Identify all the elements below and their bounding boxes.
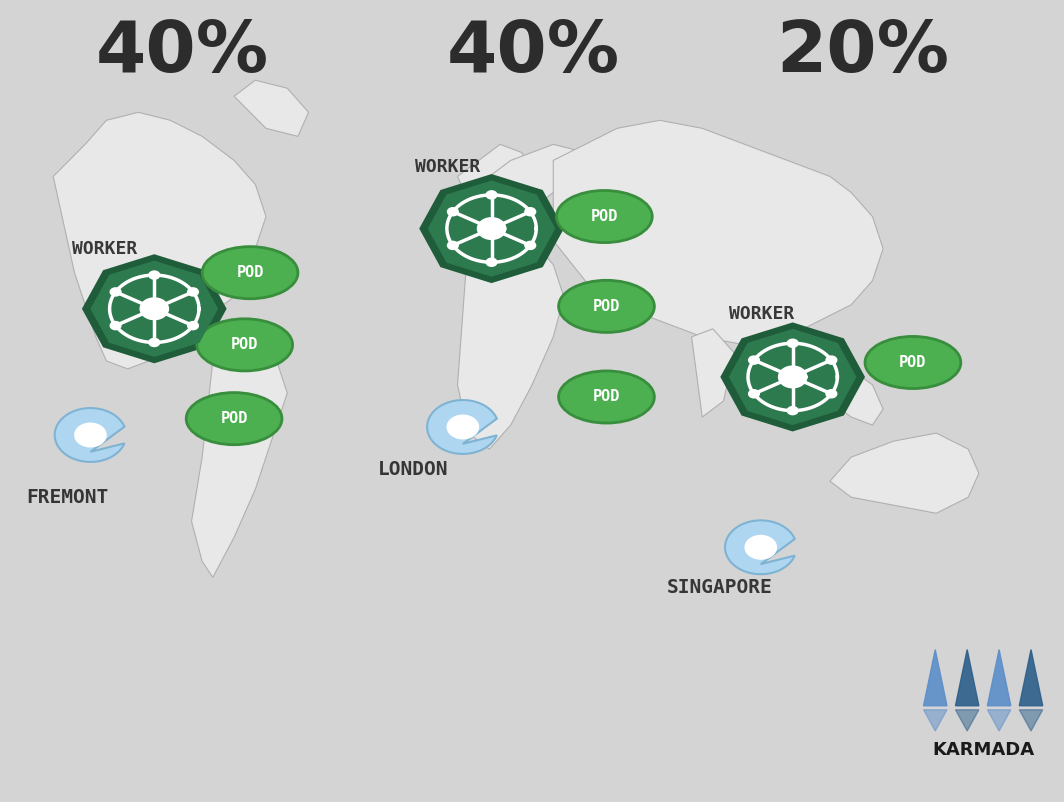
Text: POD: POD bbox=[593, 299, 620, 314]
Polygon shape bbox=[955, 650, 979, 706]
Polygon shape bbox=[428, 180, 555, 277]
Ellipse shape bbox=[559, 281, 654, 333]
Polygon shape bbox=[729, 329, 857, 425]
Text: WORKER: WORKER bbox=[415, 158, 480, 176]
Text: POD: POD bbox=[231, 338, 259, 352]
Text: POD: POD bbox=[899, 355, 927, 370]
Circle shape bbox=[149, 338, 160, 346]
Text: 40%: 40% bbox=[96, 18, 269, 87]
Text: KARMADA: KARMADA bbox=[932, 741, 1034, 759]
Polygon shape bbox=[720, 322, 865, 431]
Ellipse shape bbox=[202, 246, 298, 298]
Circle shape bbox=[749, 356, 760, 364]
Polygon shape bbox=[987, 710, 1011, 731]
Polygon shape bbox=[419, 174, 564, 283]
Circle shape bbox=[787, 339, 798, 347]
Text: POD: POD bbox=[591, 209, 618, 224]
Circle shape bbox=[187, 322, 198, 330]
Polygon shape bbox=[82, 254, 227, 363]
Circle shape bbox=[749, 390, 760, 398]
Circle shape bbox=[486, 191, 497, 199]
Circle shape bbox=[486, 258, 497, 266]
Circle shape bbox=[111, 288, 121, 296]
Polygon shape bbox=[924, 650, 947, 706]
Circle shape bbox=[525, 208, 535, 216]
Ellipse shape bbox=[559, 371, 654, 423]
Text: POD: POD bbox=[220, 411, 248, 426]
Circle shape bbox=[448, 208, 459, 216]
Polygon shape bbox=[924, 710, 947, 731]
Ellipse shape bbox=[556, 190, 652, 242]
Circle shape bbox=[448, 241, 459, 249]
Ellipse shape bbox=[197, 319, 293, 371]
Circle shape bbox=[826, 390, 836, 398]
Ellipse shape bbox=[865, 336, 961, 388]
Text: WORKER: WORKER bbox=[72, 240, 137, 257]
Circle shape bbox=[111, 322, 121, 330]
Text: WORKER: WORKER bbox=[729, 306, 794, 323]
Circle shape bbox=[447, 415, 479, 439]
Polygon shape bbox=[427, 400, 497, 454]
Text: POD: POD bbox=[593, 390, 620, 404]
Ellipse shape bbox=[186, 392, 282, 444]
Circle shape bbox=[187, 288, 198, 296]
Circle shape bbox=[787, 407, 798, 415]
Text: POD: POD bbox=[236, 265, 264, 280]
Polygon shape bbox=[90, 261, 218, 357]
Polygon shape bbox=[725, 520, 795, 574]
Text: FREMONT: FREMONT bbox=[27, 488, 109, 507]
Circle shape bbox=[826, 356, 836, 364]
Polygon shape bbox=[1019, 710, 1043, 731]
Circle shape bbox=[74, 423, 106, 447]
Polygon shape bbox=[987, 650, 1011, 706]
Text: 20%: 20% bbox=[777, 18, 950, 87]
Text: SINGAPORE: SINGAPORE bbox=[667, 577, 772, 597]
Text: 40%: 40% bbox=[447, 18, 620, 87]
Circle shape bbox=[525, 241, 535, 249]
Text: LONDON: LONDON bbox=[378, 460, 448, 479]
Circle shape bbox=[745, 536, 777, 559]
Polygon shape bbox=[140, 298, 168, 319]
Polygon shape bbox=[54, 408, 124, 462]
Circle shape bbox=[149, 271, 160, 279]
Polygon shape bbox=[1019, 650, 1043, 706]
Polygon shape bbox=[955, 710, 979, 731]
Polygon shape bbox=[478, 218, 505, 239]
Polygon shape bbox=[779, 367, 807, 387]
